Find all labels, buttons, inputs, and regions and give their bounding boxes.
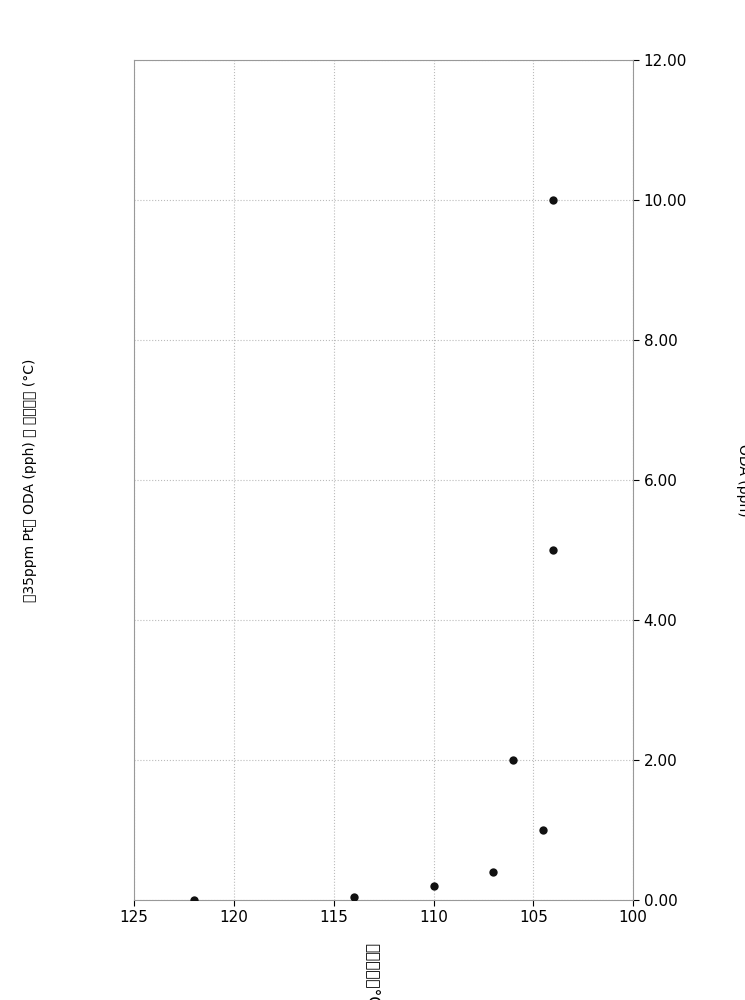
- Point: [548, 192, 559, 208]
- Point: [537, 822, 549, 838]
- Point: [487, 864, 499, 880]
- Text: 在35ppm Pt下 ODA (pph) 对 峰値温度 (°C): 在35ppm Pt下 ODA (pph) 对 峰値温度 (°C): [23, 358, 37, 602]
- Point: [507, 752, 519, 768]
- Text: 峰値温度（°C）: 峰値温度（°C）: [365, 943, 380, 1000]
- Point: [548, 542, 559, 558]
- Point: [428, 878, 440, 894]
- Y-axis label: ODA (pph): ODA (pph): [735, 444, 745, 516]
- Point: [348, 888, 360, 904]
- Point: [188, 892, 200, 908]
